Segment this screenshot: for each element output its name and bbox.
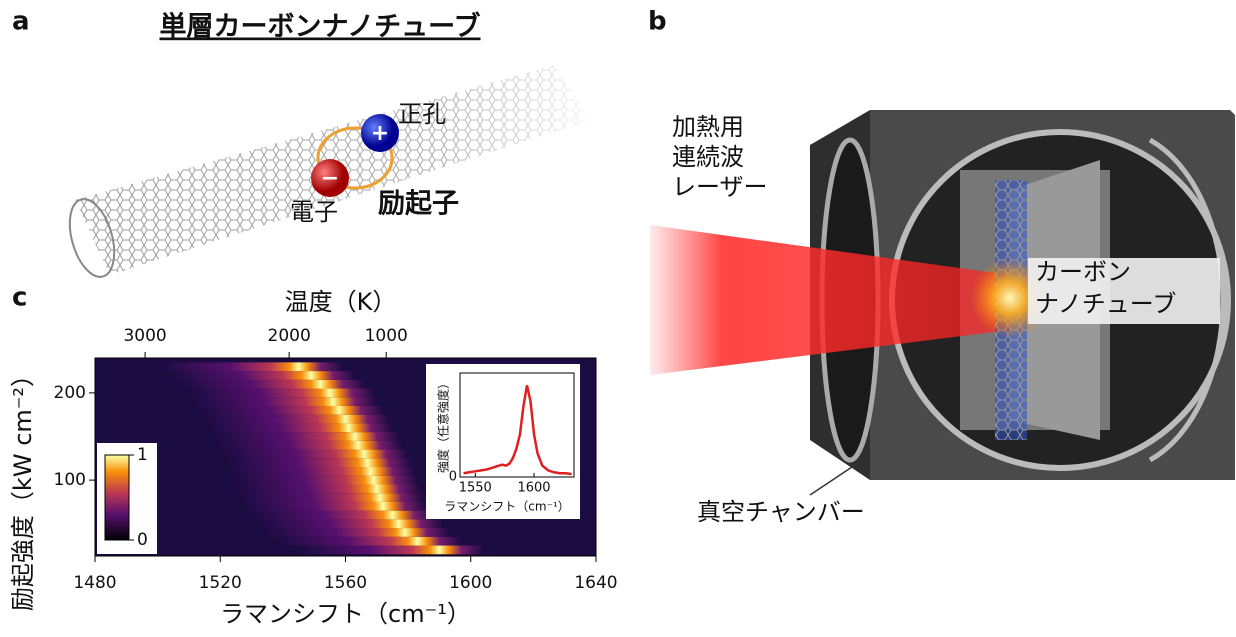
spectrum-line <box>463 385 572 476</box>
exciton-ring <box>316 126 394 190</box>
heatmap-row <box>95 501 596 511</box>
x-tick-label: 1480 <box>73 573 116 593</box>
panel-label: b <box>648 7 667 37</box>
inset-box <box>426 364 580 519</box>
x2-tick-label: 2000 <box>268 326 311 346</box>
chamber-label: 真空チャンバー <box>697 498 865 526</box>
panel-b: b カーボン ナノチューブ 加熱用 連続波 レーザー 真空チャンバー <box>648 7 1235 526</box>
inset-y-label: 強度（任意強度） <box>436 377 451 473</box>
heatmap-row <box>95 405 596 415</box>
x-tick-label: 1600 <box>449 573 492 593</box>
inset-x-tick-label: 1600 <box>517 481 550 496</box>
y-axis-label: 励起強度（kW cm⁻²） <box>9 363 37 611</box>
x-axis-label: ラマンシフト（cm⁻¹） <box>220 600 471 628</box>
inset-y-tick-label: 0 <box>449 470 457 485</box>
heatmap-row <box>95 493 596 502</box>
laser-label: 加熱用 <box>672 113 744 141</box>
heatmap-row <box>95 458 596 468</box>
x2-axis-label: 温度（K） <box>285 288 397 316</box>
heatmap-row <box>95 545 596 555</box>
exciton-label: 励起子 <box>378 189 459 220</box>
tube-end <box>68 198 116 278</box>
heatmap-row <box>95 371 596 380</box>
laser-beam <box>650 225 1010 375</box>
heatmap-row <box>95 397 596 406</box>
heatmap-row <box>95 423 596 433</box>
panel-title: 単層カーボンナノチューブ <box>159 11 480 43</box>
hole-label: 正孔 <box>398 100 446 128</box>
x-tick-label: 1640 <box>574 573 617 593</box>
nanotube-label: ナノチューブ <box>1035 290 1176 318</box>
svg-text:+: + <box>371 121 389 146</box>
heatmap-row <box>95 440 596 450</box>
heatmap-row <box>95 510 596 520</box>
y-tick-label: 200 <box>54 383 86 403</box>
inset-x-tick-label: 1550 <box>459 481 492 496</box>
heatmap-row <box>95 388 596 398</box>
panel-c: c <box>12 283 27 313</box>
heatmap-row <box>95 432 596 441</box>
electron-label: 電子 <box>290 198 338 226</box>
heatmap-row <box>95 536 596 546</box>
laser-label: 連続波 <box>672 143 744 171</box>
x-tick-label: 1560 <box>324 573 367 593</box>
hole <box>361 114 399 152</box>
colorbar-tick-label: 0 <box>137 530 148 550</box>
heatmap-row <box>95 528 596 537</box>
heatmap-row <box>95 484 596 494</box>
inset-x-label: ラマンシフト（cm⁻¹） <box>444 500 569 514</box>
x-tick-label: 1520 <box>199 573 242 593</box>
heatmap-row <box>95 414 596 424</box>
inset-frame <box>459 372 575 478</box>
heatmap-row <box>95 475 596 485</box>
leader-line <box>809 464 856 496</box>
laser-label: レーザー <box>672 173 768 201</box>
nanotube-label: カーボン <box>1035 258 1131 286</box>
y-tick-label: 100 <box>54 470 86 490</box>
heatmap-row <box>95 379 596 389</box>
panel-label: a <box>12 7 30 37</box>
electron <box>311 159 349 197</box>
x2-tick-label: 3000 <box>123 326 166 346</box>
heatmap-row <box>95 519 596 529</box>
heatmap-row <box>95 362 596 372</box>
panel-label: c <box>12 283 27 313</box>
heatmap-row <box>95 467 596 476</box>
panel-a: a 単層カーボンナノチューブ − + 正孔 電子 励起子 <box>12 7 590 278</box>
svg-text:−: − <box>321 166 339 191</box>
x2-tick-label: 1000 <box>365 326 408 346</box>
colorbar-tick-label: 1 <box>137 445 148 465</box>
heatmap-row <box>95 449 596 459</box>
colorbar <box>104 454 130 541</box>
label-box <box>1028 258 1220 324</box>
